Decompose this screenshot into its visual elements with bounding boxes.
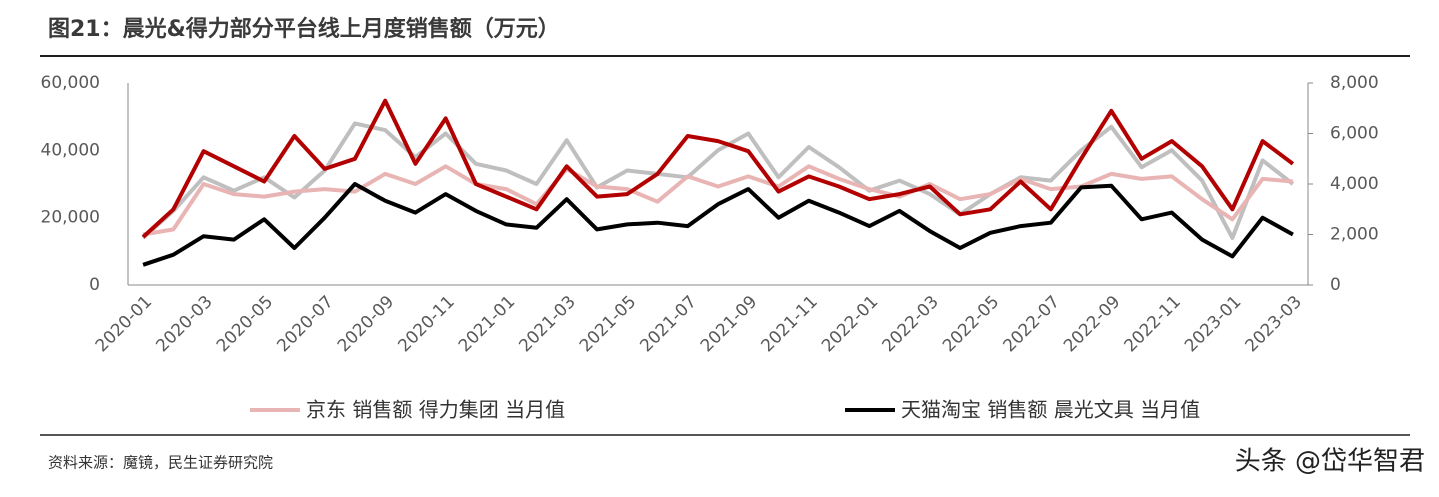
x-tick-label: 2021-07 — [636, 292, 700, 356]
series-line — [142, 164, 1294, 237]
watermark: 头条 @岱华智君 — [1235, 447, 1425, 477]
chart-title: 图21：晨光&得力部分平台线上月度销售额（万元） — [48, 16, 560, 42]
y-tick-label: 20,000 — [41, 208, 100, 228]
y2-tick-label: 8,000 — [1330, 73, 1379, 93]
y2-tick-label: 6,000 — [1330, 124, 1379, 144]
x-tick-label: 2023-01 — [1181, 292, 1245, 356]
x-tick-label: 2021-11 — [757, 292, 821, 356]
x-tick-label: 2022-03 — [878, 292, 942, 356]
x-tick-label: 2020-07 — [273, 292, 337, 356]
x-tick-label: 2021-05 — [576, 292, 640, 356]
x-tick-label: 2020-01 — [92, 292, 156, 356]
x-tick-label: 2020-05 — [213, 292, 277, 356]
x-tick-label: 2022-05 — [939, 292, 1003, 356]
legend-label: 天猫淘宝 销售额 晨光文具 当月值 — [901, 398, 1200, 422]
x-tick-label: 2021-01 — [455, 292, 519, 356]
y-tick-label: 40,000 — [41, 140, 100, 160]
x-tick-label: 2023-03 — [1242, 292, 1306, 356]
x-tick-label: 2020-11 — [394, 292, 458, 356]
source: 资料来源：魔镜，民生证券研究院 — [48, 454, 273, 472]
y-tick-label: 60,000 — [41, 73, 100, 93]
x-tick-label: 2022-09 — [1060, 292, 1124, 356]
y2-tick-label: 4,000 — [1330, 174, 1379, 194]
x-tick-label: 2020-09 — [334, 292, 398, 356]
x-tick-label: 2022-11 — [1121, 292, 1185, 356]
x-tick-label: 2022-01 — [818, 292, 882, 356]
legend-label: 京东 销售额 得力集团 当月值 — [306, 398, 565, 422]
series-line — [142, 182, 1294, 267]
x-tick-label: 2021-09 — [697, 292, 761, 356]
x-tick-label: 2021-03 — [515, 292, 579, 356]
x-tick-label: 2022-07 — [1000, 292, 1064, 356]
x-tick-label: 2020-03 — [152, 292, 216, 356]
series-line — [141, 98, 1295, 239]
series-line — [141, 121, 1295, 240]
y2-tick-label: 0 — [1330, 275, 1341, 295]
y-tick-label: 0 — [89, 275, 100, 295]
y2-tick-label: 2,000 — [1330, 225, 1379, 245]
